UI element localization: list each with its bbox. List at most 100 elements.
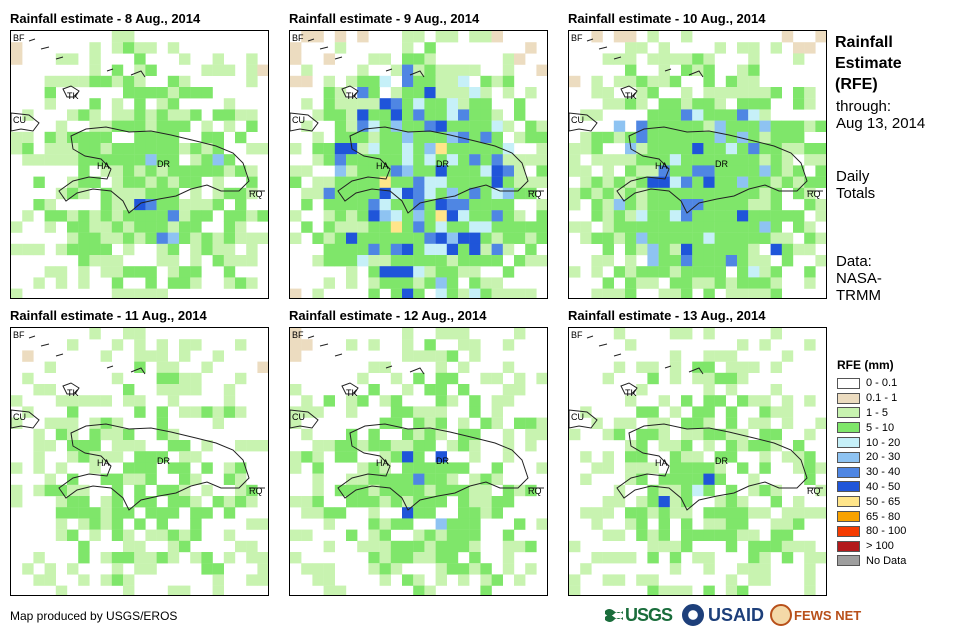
rainfall-cell	[569, 75, 581, 88]
rainfall-cell	[759, 165, 771, 177]
rainfall-cell	[167, 143, 180, 155]
rainfall-cell	[111, 143, 124, 155]
rainfall-cell	[134, 232, 146, 244]
rainfall-cell	[368, 165, 380, 177]
rainfall-cell	[647, 372, 659, 385]
rainfall-cell	[223, 255, 236, 267]
rainfall-cell	[525, 232, 537, 244]
rainfall-cell	[123, 428, 135, 441]
rainfall-cell	[815, 255, 826, 267]
through-date: through: Aug 13, 2014	[836, 98, 926, 132]
rainfall-cell	[323, 243, 335, 256]
rainfall-cell	[402, 574, 414, 586]
rainfall-cell	[703, 552, 715, 564]
rainfall-cell	[134, 87, 146, 99]
rainfall-cell	[312, 507, 324, 519]
rainfall-cell	[435, 221, 447, 233]
rainfall-cell	[636, 154, 648, 166]
rainfall-cell	[424, 165, 436, 177]
country-label-dr: DR	[157, 456, 170, 466]
rainfall-cell	[770, 199, 782, 211]
rainfall-cell	[246, 232, 258, 244]
rainfall-cell	[491, 277, 503, 289]
rainfall-cell	[201, 552, 213, 564]
legend-item: 5 - 10	[837, 420, 906, 435]
rainfall-cell	[502, 484, 515, 497]
rainfall-cell	[357, 462, 369, 474]
rainfall-cell	[525, 120, 537, 132]
rainfall-cell	[111, 165, 124, 177]
rainfall-cell	[793, 462, 805, 474]
rainfall-cell	[591, 507, 603, 519]
rainfall-cell	[123, 507, 135, 519]
rainfall-cell	[55, 210, 68, 222]
rainfall-cell	[793, 221, 805, 233]
rainfall-cell	[681, 395, 693, 407]
rainfall-cell	[647, 417, 659, 429]
rainfall-cell	[402, 210, 414, 222]
rainfall-cell	[469, 98, 481, 110]
rainfall-cell	[636, 361, 648, 373]
rainfall-cell	[748, 563, 760, 575]
rainfall-cell	[424, 350, 436, 362]
rainfall-cell	[669, 176, 682, 188]
rainfall-cell	[480, 243, 492, 256]
rainfall-cell	[502, 266, 515, 278]
rainfall-cell	[536, 417, 547, 429]
rainfall-cell	[123, 221, 135, 233]
rainfall-cell	[435, 529, 447, 541]
rainfall-cell	[167, 361, 180, 373]
rainfall-cell	[591, 518, 603, 530]
rainfall-cell	[469, 143, 481, 155]
rainfall-cell	[156, 199, 168, 211]
rainfall-cell	[134, 440, 146, 452]
rainfall-cell	[658, 221, 670, 233]
rainfall-cell	[379, 255, 391, 267]
rainfall-cell	[167, 199, 180, 211]
rainfall-cell	[223, 507, 236, 519]
rainfall-cell	[323, 507, 335, 519]
rainfall-cell	[647, 529, 659, 541]
rainfall-cell	[480, 507, 492, 519]
rainfall-cell	[424, 428, 436, 441]
country-label-ha: HA	[376, 458, 389, 468]
rainfall-cell	[368, 440, 380, 452]
rainfall-cell	[647, 31, 659, 43]
rainfall-cell	[145, 87, 157, 99]
rainfall-cell	[591, 232, 603, 244]
rainfall-cell	[514, 372, 526, 385]
rainfall-cell	[301, 451, 313, 463]
rainfall-cell	[134, 350, 146, 362]
rainfall-cell	[748, 473, 760, 485]
rainfall-cell	[759, 131, 771, 144]
rainfall-cell	[156, 255, 168, 267]
rainfall-cell	[346, 266, 358, 278]
legend-item: 80 - 100	[837, 524, 906, 539]
rainfall-cell	[334, 507, 347, 519]
rainfall-cell	[703, 328, 715, 340]
rainfall-cell	[290, 143, 302, 155]
rainfall-cell	[681, 451, 693, 463]
rainfall-cell	[55, 462, 68, 474]
legend-swatch	[837, 511, 860, 523]
rainfall-cell	[658, 187, 670, 200]
rainfall-cell	[714, 350, 726, 362]
rainfall-cell	[714, 210, 726, 222]
rainfall-cell	[156, 384, 168, 396]
rainfall-cell	[502, 53, 515, 65]
rainfall-cell	[346, 199, 358, 211]
rainfall-cell	[379, 496, 391, 508]
rainfall-cell	[658, 496, 670, 508]
turks-caicos-coastline	[62, 382, 80, 395]
rainfall-cell	[480, 496, 492, 508]
country-label-tk: TK	[67, 91, 79, 101]
hispaniola-coastline	[58, 126, 250, 214]
rainfall-cell	[748, 109, 760, 121]
rainfall-cell	[469, 406, 481, 418]
rainfall-cell	[748, 507, 760, 519]
panel-title-aug-9: Rainfall estimate - 9 Aug., 2014	[289, 11, 480, 26]
rainfall-cell	[748, 87, 760, 99]
rainfall-cell	[390, 64, 403, 76]
rainfall-cell	[536, 462, 547, 474]
rainfall-cell	[458, 384, 470, 396]
